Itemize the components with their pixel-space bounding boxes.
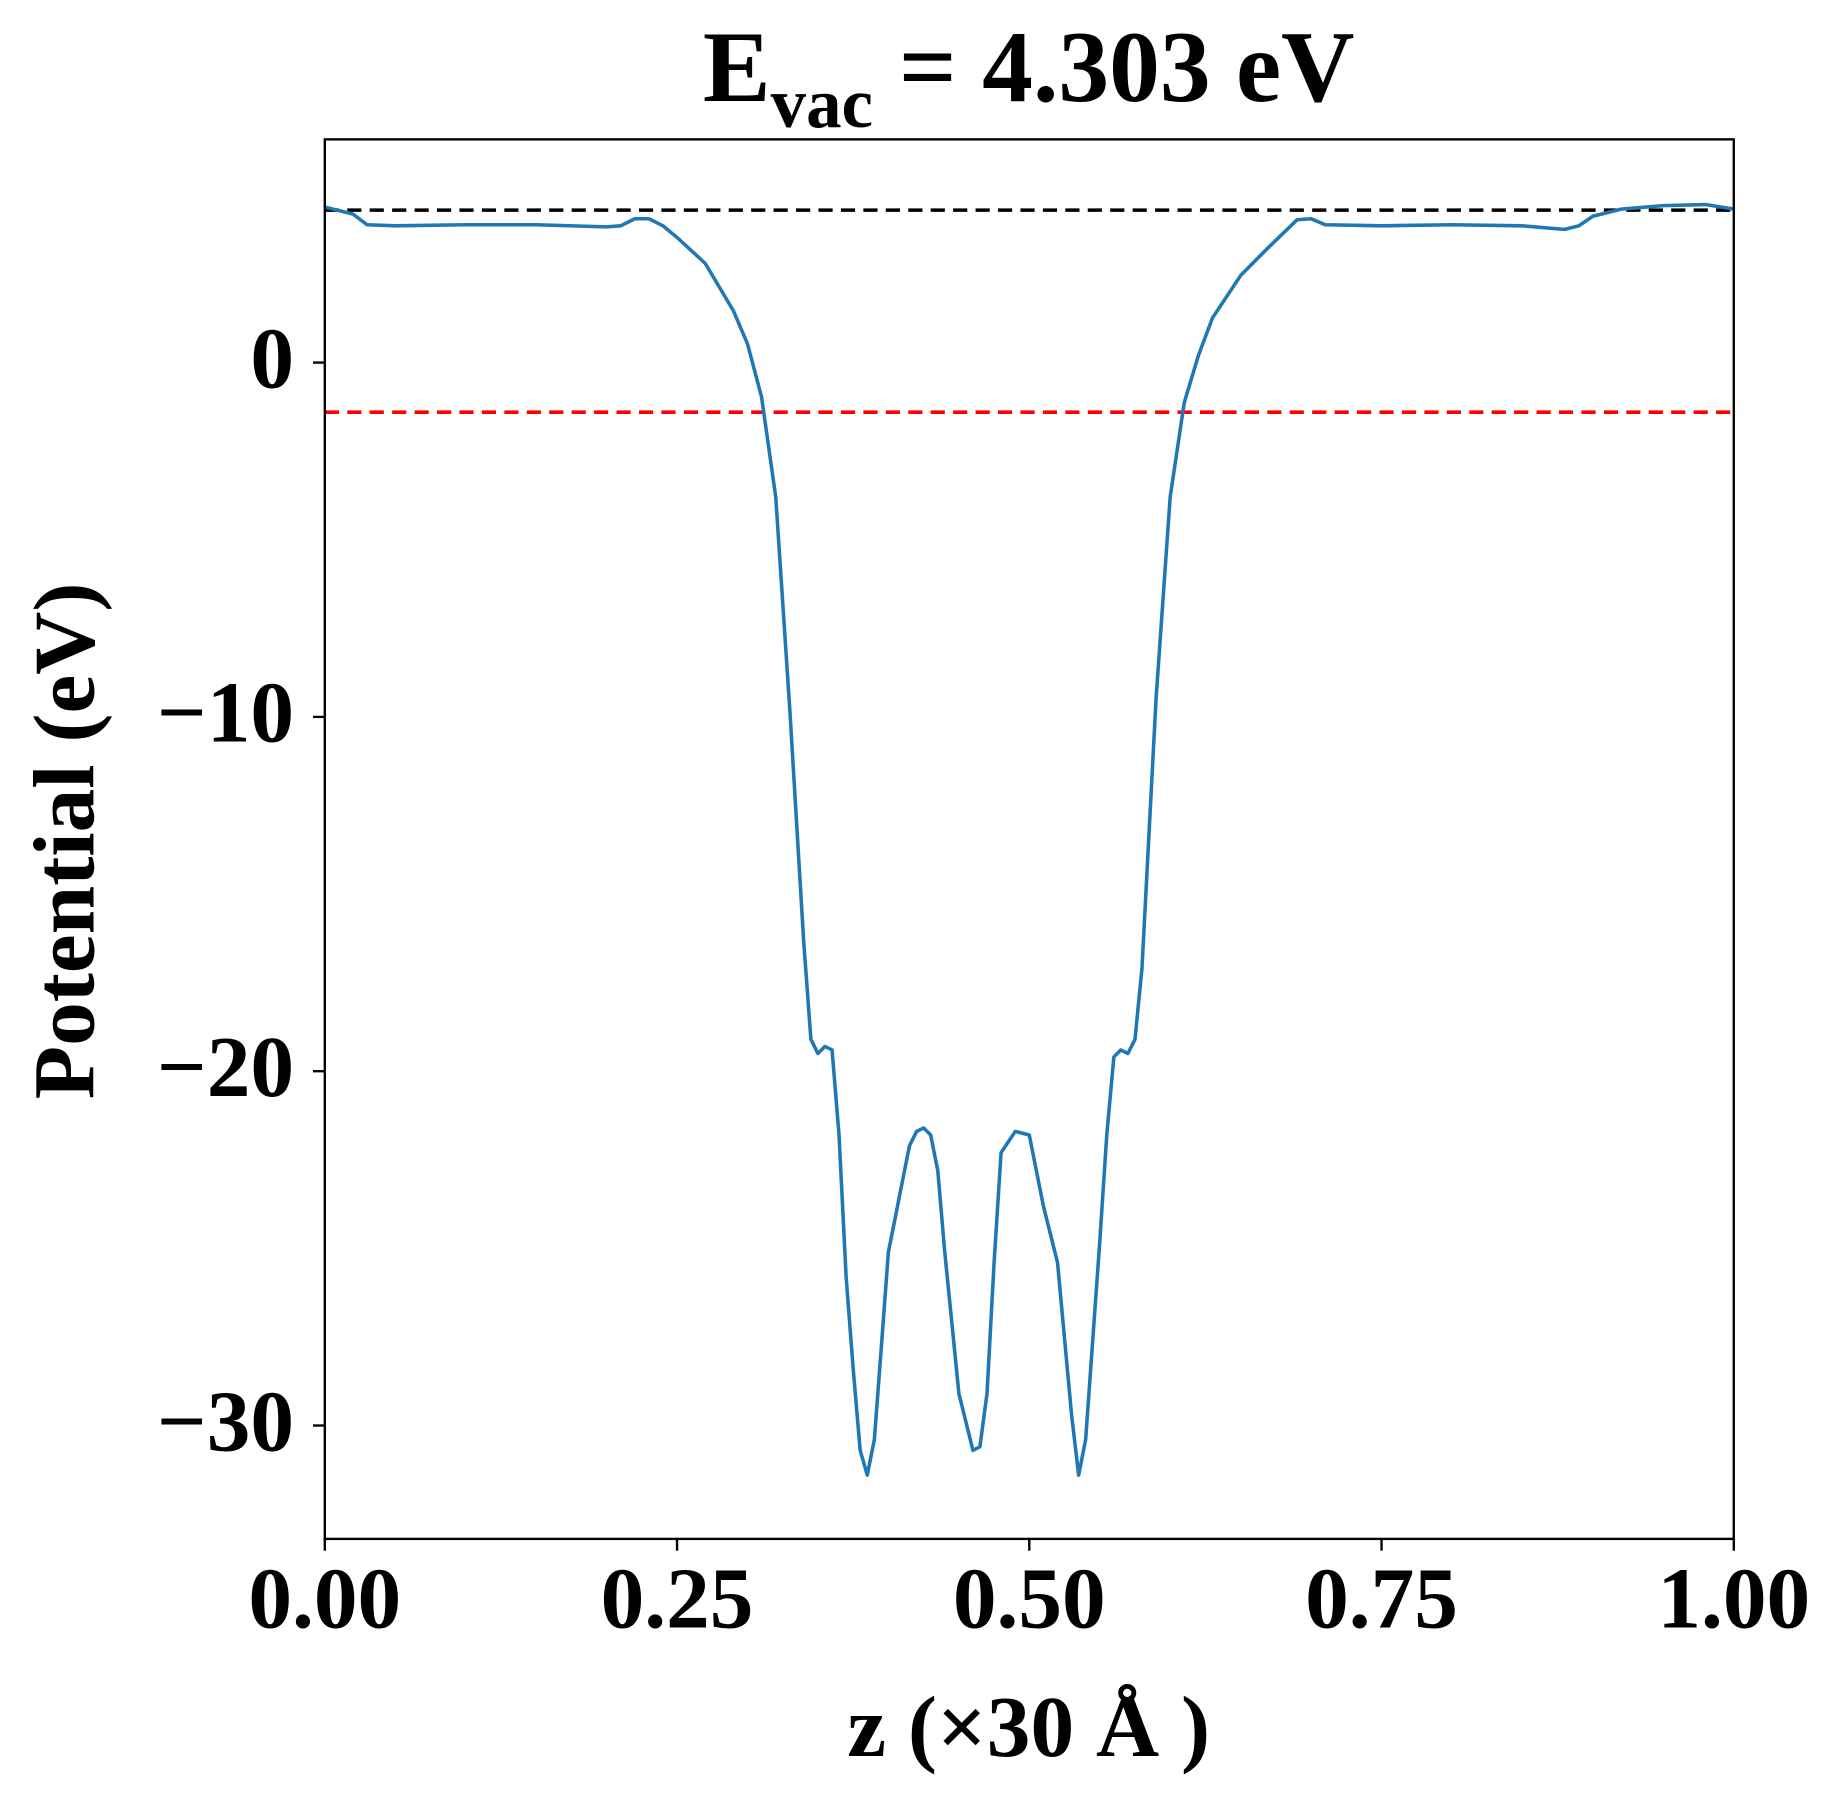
y-tick-label: 0 bbox=[250, 309, 294, 406]
data-line bbox=[324, 202, 1735, 1477]
y-tick-label: −30 bbox=[157, 1372, 294, 1469]
x-tick-label: 0.75 bbox=[1305, 1549, 1458, 1646]
title-rest: = 4.303 eV bbox=[899, 10, 1355, 123]
x-tick-label: 0.25 bbox=[601, 1549, 754, 1646]
title-sub: vac bbox=[771, 65, 873, 143]
x-tick-label: 0.00 bbox=[248, 1549, 401, 1646]
x-axis-label: z (×30 Å ) bbox=[847, 1678, 1210, 1775]
y-axis-label: Potential (eV) bbox=[15, 583, 112, 1100]
title-main: E bbox=[703, 10, 771, 123]
y-tick-label: −10 bbox=[157, 664, 294, 761]
y-tick-label: −20 bbox=[157, 1018, 294, 1115]
x-tick-label: 1.00 bbox=[1657, 1549, 1810, 1646]
plot-frame bbox=[323, 138, 1735, 1541]
chart-title: Evac = 4.303 eV bbox=[703, 10, 1355, 143]
x-tick-label: 0.50 bbox=[953, 1549, 1106, 1646]
